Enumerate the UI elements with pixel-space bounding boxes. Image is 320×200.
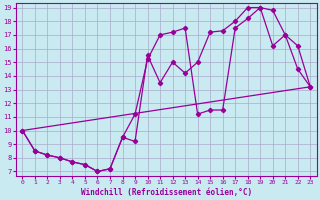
X-axis label: Windchill (Refroidissement éolien,°C): Windchill (Refroidissement éolien,°C) [81, 188, 252, 197]
